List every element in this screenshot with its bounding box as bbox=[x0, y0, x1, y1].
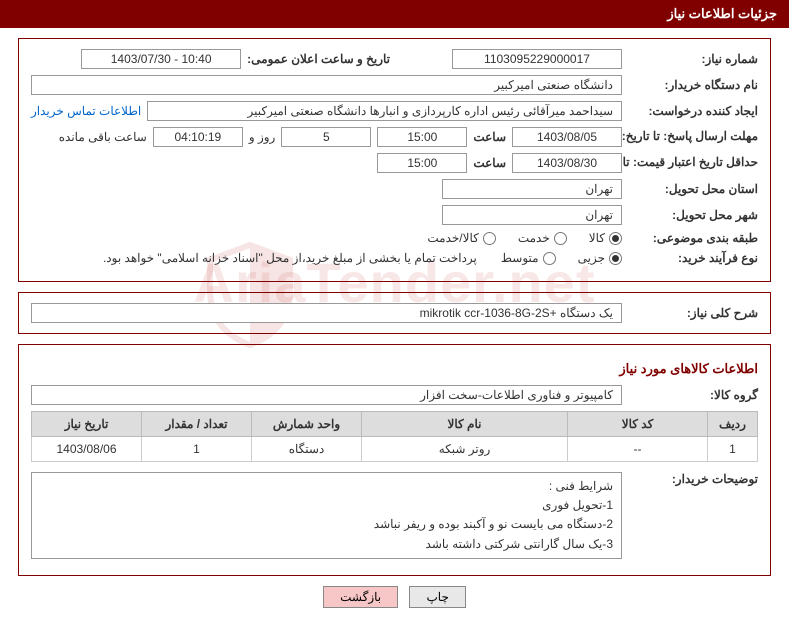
deadline-time: 15:00 bbox=[377, 127, 467, 147]
radio-label: کالا/خدمت bbox=[427, 231, 478, 245]
announce-value: 1403/07/30 - 10:40 bbox=[81, 49, 241, 69]
goods-panel: اطلاعات کالاهای مورد نیاز گروه کالا: کام… bbox=[18, 344, 771, 576]
requester-label: ایجاد کننده درخواست: bbox=[628, 104, 758, 118]
radio-label: متوسط bbox=[501, 251, 539, 265]
remain-time: 04:10:19 bbox=[153, 127, 243, 147]
process-note: پرداخت تمام یا بخشی از مبلغ خرید،از محل … bbox=[31, 251, 477, 265]
time-label-1: ساعت bbox=[473, 130, 506, 144]
table-header: تعداد / مقدار bbox=[142, 412, 252, 437]
buyer-org-value: دانشگاه صنعتی امیرکبیر bbox=[31, 75, 622, 95]
buyer-contact-link[interactable]: اطلاعات تماس خریدار bbox=[31, 104, 141, 118]
category-radio-group: کالا خدمت کالا/خدمت bbox=[427, 231, 622, 245]
radio-icon bbox=[554, 232, 567, 245]
category-label: طبقه بندی موضوعی: bbox=[628, 231, 758, 245]
overview-label: شرح کلی نیاز: bbox=[628, 306, 758, 320]
table-header: ردیف bbox=[708, 412, 758, 437]
table-row: 1--روتر شبکهدستگاه11403/08/06 bbox=[32, 437, 758, 462]
validity-time: 15:00 bbox=[377, 153, 467, 173]
buyer-note-line: 3-یک سال گارانتی شرکتی داشته باشد bbox=[40, 535, 613, 554]
page-title: جزئیات اطلاعات نیاز bbox=[667, 6, 777, 21]
province-label: استان محل تحویل: bbox=[628, 182, 758, 196]
goods-group-label: گروه کالا: bbox=[628, 388, 758, 402]
category-option-1[interactable]: خدمت bbox=[518, 231, 567, 245]
back-button[interactable]: بازگشت bbox=[323, 586, 398, 608]
overview-value: یک دستگاه +mikrotik ccr-1036-8G-2S bbox=[31, 303, 622, 323]
page-header: جزئیات اطلاعات نیاز bbox=[0, 0, 789, 28]
need-no-value: 1103095229000017 bbox=[452, 49, 622, 69]
radio-label: خدمت bbox=[518, 231, 550, 245]
radio-icon bbox=[543, 252, 556, 265]
button-row: چاپ بازگشت bbox=[18, 586, 771, 608]
buyer-note-line: 1-تحویل فوری bbox=[40, 496, 613, 515]
process-option-1[interactable]: متوسط bbox=[501, 251, 556, 265]
deadline-label: مهلت ارسال پاسخ: تا تاریخ: bbox=[628, 129, 758, 145]
radio-icon bbox=[609, 252, 622, 265]
city-value: تهران bbox=[442, 205, 622, 225]
validity-label: حداقل تاریخ اعتبار قیمت: تا تاریخ: bbox=[628, 155, 758, 171]
radio-label: جزیی bbox=[578, 251, 605, 265]
overview-panel: شرح کلی نیاز: یک دستگاه +mikrotik ccr-10… bbox=[18, 292, 771, 334]
radio-icon bbox=[609, 232, 622, 245]
radio-icon bbox=[483, 232, 496, 245]
goods-table: ردیفکد کالانام کالاواحد شمارشتعداد / مقد… bbox=[31, 411, 758, 462]
remain-days: 5 bbox=[281, 127, 371, 147]
need-no-label: شماره نیاز: bbox=[628, 52, 758, 66]
table-header: تاریخ نیاز bbox=[32, 412, 142, 437]
category-option-2[interactable]: کالا/خدمت bbox=[427, 231, 495, 245]
goods-group-value: کامپیوتر و فناوری اطلاعات-سخت افزار bbox=[31, 385, 622, 405]
deadline-date: 1403/08/05 bbox=[512, 127, 622, 147]
category-option-0[interactable]: کالا bbox=[589, 231, 622, 245]
goods-section-title: اطلاعات کالاهای مورد نیاز bbox=[31, 361, 758, 377]
table-cell: -- bbox=[568, 437, 708, 462]
table-cell: 1 bbox=[708, 437, 758, 462]
table-cell: روتر شبکه bbox=[362, 437, 568, 462]
remain-tail: ساعت باقی مانده bbox=[59, 130, 147, 144]
buyer-note-line: 2-دستگاه می بایست نو و آکبند بوده و ریفر… bbox=[40, 515, 613, 534]
buyer-note-line: شرایط فنی : bbox=[40, 477, 613, 496]
validity-date: 1403/08/30 bbox=[512, 153, 622, 173]
table-header: نام کالا bbox=[362, 412, 568, 437]
process-option-0[interactable]: جزیی bbox=[578, 251, 622, 265]
requester-value: سیداحمد میرآقائی رئیس اداره کارپردازی و … bbox=[147, 101, 622, 121]
time-label-2: ساعت bbox=[473, 156, 506, 170]
table-header: واحد شمارش bbox=[252, 412, 362, 437]
table-cell: دستگاه bbox=[252, 437, 362, 462]
province-value: تهران bbox=[442, 179, 622, 199]
main-panel: شماره نیاز: 1103095229000017 تاریخ و ساع… bbox=[18, 38, 771, 282]
days-and-label: روز و bbox=[249, 130, 276, 144]
print-button[interactable]: چاپ bbox=[409, 586, 465, 608]
table-cell: 1 bbox=[142, 437, 252, 462]
process-radio-group: جزیی متوسط bbox=[501, 251, 622, 265]
buyer-org-label: نام دستگاه خریدار: bbox=[628, 78, 758, 92]
table-header: کد کالا bbox=[568, 412, 708, 437]
city-label: شهر محل تحویل: bbox=[628, 208, 758, 222]
announce-label: تاریخ و ساعت اعلان عمومی: bbox=[247, 52, 390, 66]
buyer-notes-label: توضیحات خریدار: bbox=[628, 472, 758, 486]
radio-label: کالا bbox=[589, 231, 605, 245]
buyer-notes-box: شرایط فنی :1-تحویل فوری2-دستگاه می بایست… bbox=[31, 472, 622, 559]
table-cell: 1403/08/06 bbox=[32, 437, 142, 462]
process-label: نوع فرآیند خرید: bbox=[628, 251, 758, 265]
